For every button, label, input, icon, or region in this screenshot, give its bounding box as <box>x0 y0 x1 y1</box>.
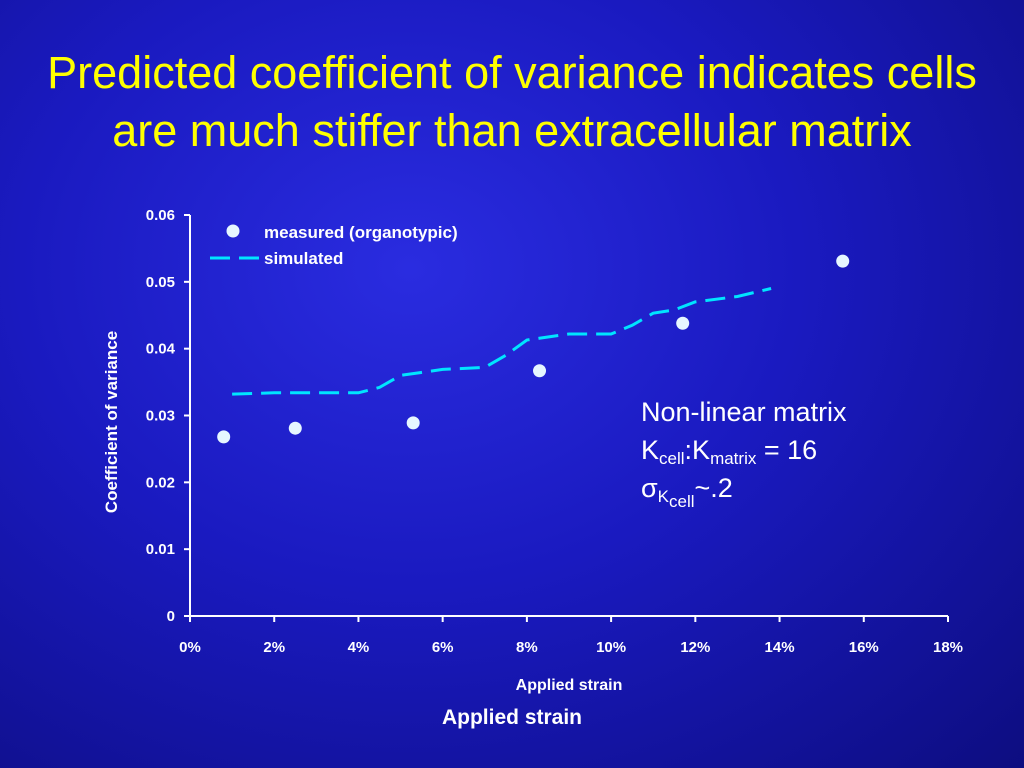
measured-point <box>288 421 302 435</box>
measured-point <box>676 316 690 330</box>
sigma-k-cell-subscript: cell <box>669 492 695 511</box>
x-tick-label: 4% <box>348 639 370 656</box>
y-axis-ticks: 0 0.01 0.02 0.03 0.04 0.05 0.06 <box>146 207 190 625</box>
y-axis-label: Coefficient of variance <box>102 331 121 513</box>
legend-measured-marker <box>226 224 240 238</box>
x-tick-label: 18% <box>933 639 963 656</box>
sigma-symbol: σ <box>641 473 658 503</box>
x-tick-label: 2% <box>263 639 285 656</box>
y-tick-label: 0.02 <box>146 474 175 491</box>
colon: : <box>684 435 693 465</box>
series-layer <box>217 254 850 444</box>
legend: measured (organotypic) simulated <box>210 223 458 268</box>
slide-x-label: Applied strain <box>441 706 583 729</box>
y-tick-label: 0.01 <box>146 541 175 558</box>
y-tick-label: 0.03 <box>146 408 175 425</box>
x-tick-label: 8% <box>516 639 538 656</box>
measured-point <box>533 364 547 378</box>
model-annotation: Non-linear matrix Kcell:Kmatrix = 16 σKc… <box>641 393 847 510</box>
sigma-subscript: Kcell <box>657 487 695 510</box>
x-tick-label: 12% <box>680 639 710 656</box>
x-axis-label: Applied strain <box>516 677 623 694</box>
simulated-line <box>232 287 772 396</box>
annotation-line-3: σKcell~.2 <box>641 469 847 510</box>
x-tick-label: 10% <box>596 639 626 656</box>
x-tick-label: 14% <box>765 639 795 656</box>
x-tick-label: 6% <box>432 639 454 656</box>
k-cell-subscript: cell <box>659 449 685 468</box>
k2-letter: K <box>692 435 711 465</box>
legend-simulated-label: simulated <box>264 249 343 268</box>
y-tick-label: 0.05 <box>146 274 175 291</box>
measured-point <box>406 416 420 430</box>
y-tick-label: 0.04 <box>146 341 176 358</box>
slide-title: Predicted coefficient of variance indica… <box>47 47 977 156</box>
x-tick-label: 0% <box>179 639 201 656</box>
y-tick-label: 0.06 <box>146 207 175 224</box>
x-axis-ticks: 0% 2% 4% 6% 8% 10% 12% 14% 16% 18% <box>179 616 963 656</box>
k-letter: K <box>641 435 660 465</box>
ratio-value: = 16 <box>756 435 818 465</box>
k-matrix-subscript: matrix <box>710 449 757 468</box>
y-tick-label: 0 <box>167 608 175 625</box>
sigma-value: ~.2 <box>694 473 733 503</box>
legend-measured-label: measured (organotypic) <box>264 223 458 242</box>
measured-point <box>217 430 231 444</box>
measured-point <box>836 254 850 268</box>
x-tick-label: 16% <box>849 639 879 656</box>
annotation-line-2: Kcell:Kmatrix = 16 <box>641 431 847 469</box>
annotation-line-1: Non-linear matrix <box>641 397 847 427</box>
sigma-k-letter: K <box>657 487 670 506</box>
